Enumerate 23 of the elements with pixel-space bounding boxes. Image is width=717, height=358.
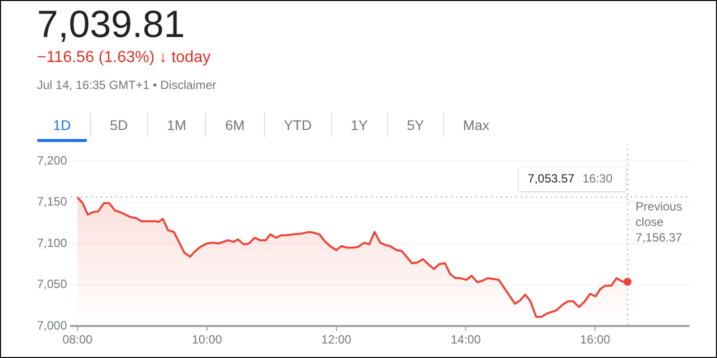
annotation: 7,053.57 16:30 bbox=[528, 171, 613, 186]
chart-subtitle: −116.56 (1.63%) ↓ today bbox=[37, 48, 211, 68]
y-tick-label: 7,000 bbox=[36, 318, 68, 332]
text: 5Y bbox=[386, 113, 443, 137]
ref-line-label: Previous close 7,156.37 bbox=[636, 199, 683, 244]
y-tick-label: 7,200 bbox=[36, 153, 68, 168]
y-tick-label: 7,100 bbox=[36, 236, 68, 250]
text: 5D bbox=[90, 113, 147, 137]
text: YTD bbox=[264, 113, 331, 137]
text: Jul 14, 16:35 GMT+1 • Disclaimer bbox=[37, 77, 216, 93]
x-tick-label: 08:00 bbox=[62, 332, 93, 347]
x-tick-label: 10:00 bbox=[192, 332, 222, 347]
text: 1Y bbox=[330, 113, 387, 137]
text: 1D bbox=[52, 116, 72, 135]
x-tick-label: 12:00 bbox=[321, 332, 352, 347]
y-tick-label: 7,150 bbox=[36, 194, 68, 209]
y-tick-label: 7,050 bbox=[36, 277, 68, 292]
text: 6M bbox=[205, 113, 264, 137]
chart-title: 7,039.81 bbox=[37, 3, 185, 47]
text: Max bbox=[442, 113, 508, 137]
text: 1M bbox=[146, 113, 206, 137]
x-tick-label: 16:00 bbox=[580, 332, 611, 347]
x-tick-label: 14:00 bbox=[450, 332, 482, 347]
